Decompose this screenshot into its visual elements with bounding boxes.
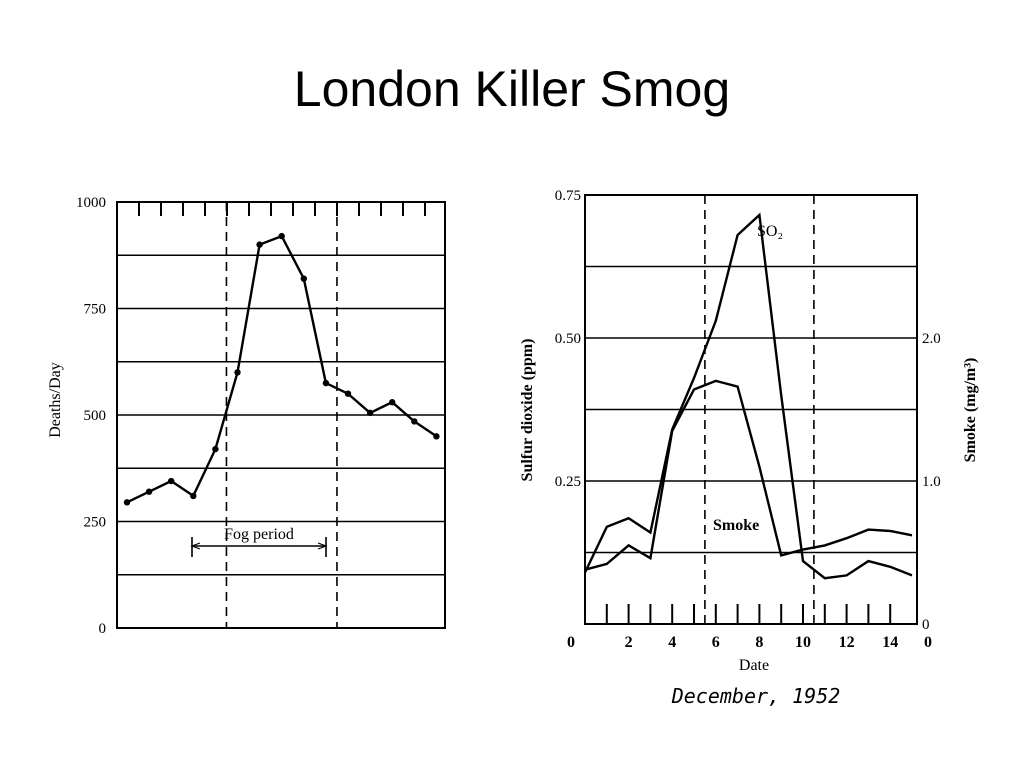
data-point xyxy=(234,369,241,376)
fog-period-label: Fog period xyxy=(224,526,294,543)
x-tick-label: 2 xyxy=(625,634,633,651)
x-tick-label: 6 xyxy=(712,634,720,651)
x-tick-label: 10 xyxy=(795,634,811,651)
x-tick-label: 0 xyxy=(924,634,932,651)
data-point xyxy=(256,241,263,248)
y-tick-label: 750 xyxy=(84,302,107,318)
y-tick-label: 1000 xyxy=(76,195,106,211)
data-point xyxy=(411,418,418,425)
data-point xyxy=(366,409,374,417)
data-point xyxy=(212,445,219,453)
y-tick-label: 250 xyxy=(84,515,107,531)
so2-smoke-chart: 0.25 0.50 0.75 0 1.0 2.0 0 2 4 6 8 10 12 14 0 Sulfur di… xyxy=(519,188,979,708)
deaths-line xyxy=(126,234,438,504)
y2-tick-label: 2.0 xyxy=(922,331,941,347)
y-tick-label: 0.25 xyxy=(555,474,581,490)
x-tick-label: 8 xyxy=(755,634,763,651)
y-tick-label: 0.75 xyxy=(555,188,581,204)
data-point xyxy=(389,399,396,406)
y-tick-label: 0 xyxy=(99,621,107,637)
smoke-series-label: Smoke xyxy=(713,517,759,534)
data-point xyxy=(168,477,175,485)
y-axis-label: Deaths/Day xyxy=(47,362,64,438)
deaths-chart: 0 250 500 750 1000 Deaths/Day Fog period xyxy=(47,195,446,637)
y-tick-label: 500 xyxy=(84,408,107,424)
smoke-line xyxy=(584,379,913,571)
data-point xyxy=(278,232,285,240)
data-point xyxy=(123,499,131,506)
data-point xyxy=(322,379,330,387)
data-point xyxy=(300,275,307,282)
x-tick-label: 14 xyxy=(882,634,898,651)
x-tick-label: 12 xyxy=(839,634,855,651)
y-axis-label: Sulfur dioxide (ppm) xyxy=(519,339,536,482)
data-point xyxy=(145,488,153,495)
x-tick-label: 4 xyxy=(668,634,676,651)
y-tick-label: 0.50 xyxy=(555,331,581,347)
slide-title: London Killer Smog xyxy=(293,61,731,117)
x-axis-label: Date xyxy=(739,657,769,674)
data-point xyxy=(344,390,352,397)
y2-tick-label: 0 xyxy=(922,617,930,633)
data-point xyxy=(190,492,197,500)
so2-series-label: SO₂ xyxy=(757,223,783,240)
x-tick-label: 0 xyxy=(567,634,575,651)
y2-tick-label: 1.0 xyxy=(922,474,941,490)
data-point xyxy=(433,433,440,440)
fog-arrow-right xyxy=(317,542,328,550)
y2-axis-label: Smoke (mg/m³) xyxy=(962,358,979,463)
fog-arrow-left xyxy=(190,542,201,550)
so2-line xyxy=(583,212,913,580)
x-caption: December, 1952 xyxy=(671,684,841,708)
